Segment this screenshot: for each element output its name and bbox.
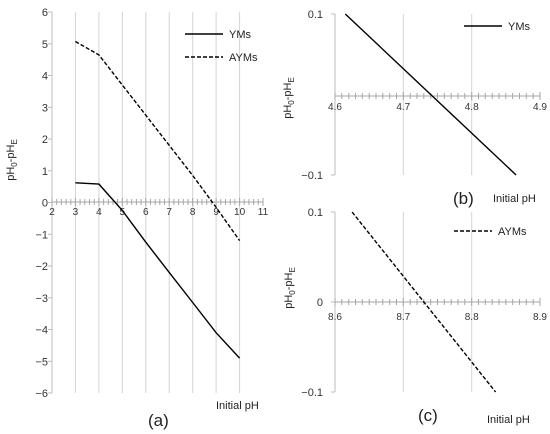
x-axis-label: Initial pH <box>216 400 259 412</box>
y-tick-label: −1 <box>35 229 48 241</box>
y-tick-label: 0 <box>42 198 48 210</box>
x-tick-label: 8 <box>190 207 196 218</box>
panel-label: (a) <box>148 411 169 430</box>
y-axis-label-sub: 0 <box>10 162 19 167</box>
y-axis-label: pH0-pHE <box>283 267 297 309</box>
legend-label: YMs <box>229 29 252 41</box>
y-tick-label: 3 <box>42 102 48 114</box>
panel-label: (c) <box>418 406 438 425</box>
y-axis-label-sub: E <box>288 267 297 272</box>
y-tick-label: 4 <box>42 71 48 83</box>
y-tick-label: 1 <box>42 166 48 178</box>
y-axis-label-mid: -pH <box>5 145 17 163</box>
chart-2: 4.6 4.7 4.8 4.9 0.1 −0.1 YMs pH0-pHE Initial pH (… <box>282 9 547 208</box>
x-tick-label: 11 <box>258 207 269 218</box>
y-axis-label-mid: -pH <box>282 83 294 101</box>
y-axis-label-main: pH <box>282 105 294 119</box>
series-line-ayms <box>351 211 497 393</box>
x-tick-label: 8.6 <box>328 312 342 323</box>
series-line-yms <box>75 182 241 359</box>
x-tick-label: 4.8 <box>465 102 479 113</box>
x-tick-label: 8.8 <box>465 312 479 323</box>
y-axis-label-main: pH <box>283 295 295 309</box>
y-tick-label: 5 <box>42 39 48 51</box>
x-tick-label: 9 <box>213 207 219 218</box>
y-tick-label: −4 <box>35 325 48 337</box>
x-tick-label: 6 <box>143 207 149 218</box>
legend-label: YMs <box>508 21 531 33</box>
chart-1: 2 3 4 5 6 7 8 9 10 116543210−1−2−3−4−5−6YMsAYMspH… <box>5 7 269 430</box>
x-tick-label: 4.7 <box>396 102 410 113</box>
x-tick-label: 10 <box>234 207 246 218</box>
y-tick-label: −2 <box>35 261 48 273</box>
panel-label: (b) <box>453 189 474 208</box>
legend-label: AYMs <box>498 226 527 238</box>
y-tick-label: 2 <box>42 134 48 146</box>
x-tick-label: 4.6 <box>328 102 342 113</box>
y-tick-label: −6 <box>35 388 48 400</box>
y-tick-label: 0.1 <box>308 207 323 219</box>
series-line-yms <box>344 13 517 176</box>
series-line-ayms <box>75 40 241 242</box>
x-tick-label: 5 <box>120 207 126 218</box>
y-tick-label: −3 <box>35 293 48 305</box>
y-tick-label: −5 <box>35 356 48 368</box>
y-tick-label: −0.1 <box>301 387 323 399</box>
x-tick-label: 8.9 <box>533 312 547 323</box>
x-axis-label: Initial pH <box>493 193 536 205</box>
y-axis-label-main: pH <box>5 167 17 181</box>
x-tick-label: 4.9 <box>533 102 547 113</box>
x-tick-label: 3 <box>73 207 79 218</box>
y-axis-label-sub: E <box>10 139 19 144</box>
y-tick-label: 0 <box>317 297 323 309</box>
y-axis-label-sub: 0 <box>288 290 297 295</box>
y-axis-label: pH0-pHE <box>282 77 296 119</box>
x-axis-label: Initial pH <box>487 414 530 426</box>
y-axis-label-mid: -pH <box>283 273 295 291</box>
legend-label: AYMs <box>229 52 258 64</box>
y-tick-label: 0.1 <box>308 9 323 21</box>
y-axis-label-sub: 0 <box>287 100 296 105</box>
y-axis-label-sub: E <box>287 77 296 82</box>
x-tick-label: 4 <box>96 207 102 218</box>
y-axis-label: pH0-pHE <box>5 139 19 181</box>
y-tick-label: −0.1 <box>301 170 323 182</box>
y-tick-label: 6 <box>42 7 48 19</box>
x-tick-label: 8.7 <box>396 312 410 323</box>
x-tick-label: 2 <box>49 207 55 218</box>
x-tick-label: 7 <box>166 207 172 218</box>
